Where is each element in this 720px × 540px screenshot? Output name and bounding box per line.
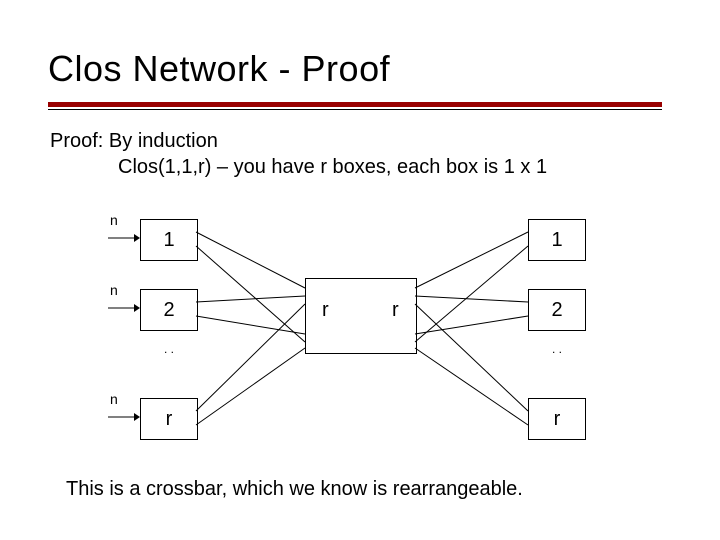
right-box-r-label: r <box>554 408 561 431</box>
title-underline-thick <box>48 102 662 107</box>
wire-lr-b <box>196 348 305 425</box>
n-label-2: n <box>110 282 118 298</box>
right-box-r: r <box>528 398 586 440</box>
wire-r1-b <box>415 246 528 342</box>
n-arrow-1 <box>108 234 140 242</box>
wire-lr-a <box>196 304 305 411</box>
n-label-3: n <box>110 391 118 407</box>
center-left-r: r <box>322 299 329 322</box>
wire-r2-a <box>415 296 528 302</box>
conclusion-text: This is a crossbar, which we know is rea… <box>66 478 523 501</box>
left-box-2-label: 2 <box>163 299 174 322</box>
wire-l2-b <box>196 316 305 334</box>
wire-r1-a <box>415 232 528 288</box>
center-right-r: r <box>392 299 399 322</box>
left-dots: . . <box>164 346 174 352</box>
n-arrow-3 <box>108 413 140 421</box>
wire-rr-a <box>415 304 528 411</box>
wire-l2-a <box>196 296 305 302</box>
title-underline-thin <box>48 109 662 110</box>
left-box-2: 2 <box>140 289 198 331</box>
left-box-r: r <box>140 398 198 440</box>
right-box-1-label: 1 <box>551 229 562 252</box>
left-box-1: 1 <box>140 219 198 261</box>
left-box-r-label: r <box>166 408 173 431</box>
right-box-2-label: 2 <box>551 299 562 322</box>
n-arrow-2 <box>108 304 140 312</box>
right-dots: . . <box>552 346 562 352</box>
left-box-1-label: 1 <box>163 229 174 252</box>
wire-l1-a <box>196 232 305 288</box>
wire-l1-b <box>196 246 305 342</box>
right-box-1: 1 <box>528 219 586 261</box>
wire-rr-b <box>415 348 528 425</box>
wire-r2-b <box>415 316 528 334</box>
right-box-2: 2 <box>528 289 586 331</box>
proof-line-1: Proof: By induction <box>50 130 218 153</box>
proof-line-2: Clos(1,1,r) – you have r boxes, each box… <box>118 156 547 179</box>
n-label-1: n <box>110 212 118 228</box>
page-title: Clos Network - Proof <box>48 48 390 90</box>
